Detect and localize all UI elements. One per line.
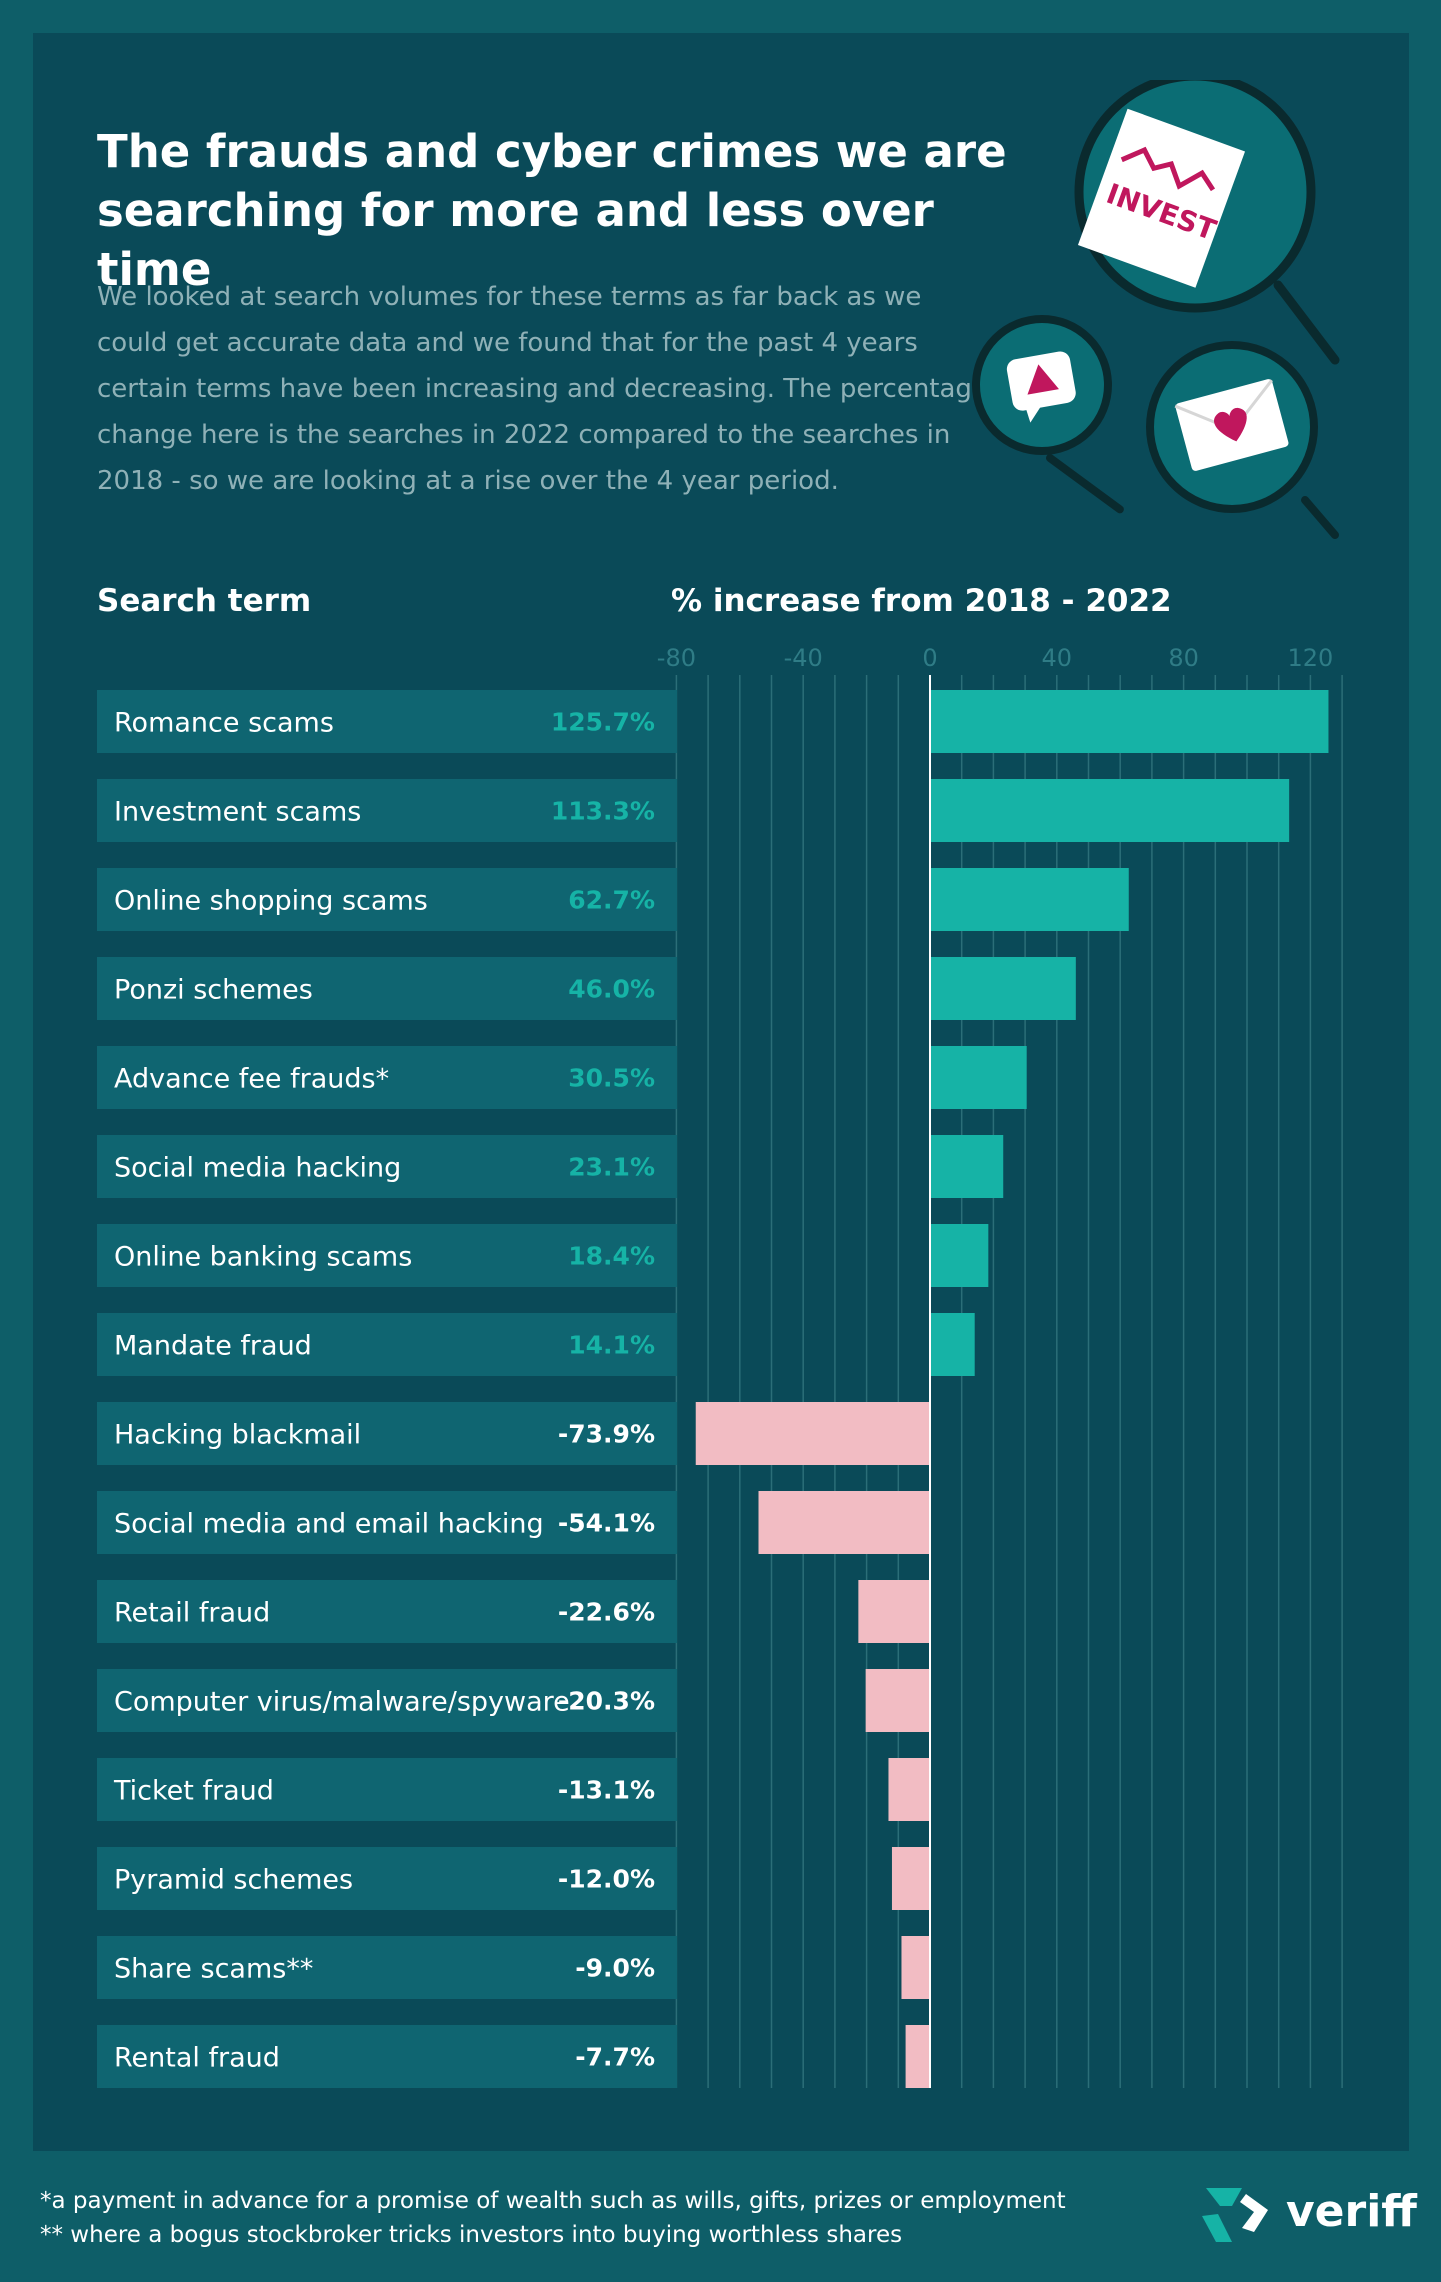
row-background bbox=[97, 1046, 677, 1109]
chart-bars bbox=[695, 690, 1329, 2088]
category-label: Online banking scams bbox=[114, 1242, 412, 1273]
page-title: The frauds and cyber crimes we are searc… bbox=[97, 125, 1007, 296]
percent-change-header: % increase from 2018 - 2022 bbox=[671, 583, 1172, 619]
x-axis-ticks: -80 -40 0 40 80 120 bbox=[657, 644, 1334, 672]
row-background bbox=[97, 1758, 677, 1821]
brand-logo: veriff bbox=[1198, 2184, 1418, 2244]
category-label: Advance fee frauds* bbox=[114, 1064, 389, 1095]
category-label: Ponzi schemes bbox=[114, 975, 313, 1006]
bar-positive bbox=[930, 1224, 989, 1287]
category-label: Computer virus/malware/spyware bbox=[114, 1687, 570, 1718]
row-background bbox=[97, 1224, 677, 1287]
category-label: Online shopping scams bbox=[114, 886, 428, 917]
category-label: Romance scams bbox=[114, 708, 334, 739]
bar-negative bbox=[695, 1402, 930, 1465]
bar-negative bbox=[865, 1669, 930, 1732]
value-label: 14.1% bbox=[568, 1331, 655, 1360]
value-label: 23.1% bbox=[568, 1153, 655, 1182]
footnotes: *a payment in advance for a promise of w… bbox=[40, 2184, 1066, 2252]
x-tick-label: -80 bbox=[657, 644, 696, 672]
value-label: -73.9% bbox=[558, 1420, 655, 1449]
category-label: Social media and email hacking bbox=[114, 1509, 544, 1540]
heart-envelope-icon bbox=[1174, 379, 1289, 471]
alert-chat-icon bbox=[1006, 351, 1076, 423]
value-label: -20.3% bbox=[558, 1687, 655, 1716]
category-label: Social media hacking bbox=[114, 1153, 401, 1184]
bar-positive bbox=[930, 690, 1329, 753]
bar-positive bbox=[930, 1135, 1004, 1198]
x-tick-label: 80 bbox=[1168, 644, 1199, 672]
value-label: 113.3% bbox=[551, 797, 655, 826]
row-background bbox=[97, 1313, 677, 1376]
bar-positive bbox=[930, 1313, 975, 1376]
bar-positive bbox=[930, 1046, 1027, 1109]
value-label: -7.7% bbox=[575, 2043, 655, 2072]
bar-positive bbox=[930, 868, 1129, 931]
row-background bbox=[97, 1402, 677, 1465]
search-term-header: Search term bbox=[97, 583, 312, 619]
category-label: Pyramid schemes bbox=[114, 1865, 353, 1896]
category-label: Ticket fraud bbox=[113, 1776, 274, 1807]
bar-negative bbox=[758, 1491, 930, 1554]
row-background bbox=[97, 690, 677, 753]
value-label: 125.7% bbox=[551, 708, 655, 737]
row-background bbox=[97, 779, 677, 842]
bar-negative bbox=[891, 1847, 930, 1910]
x-tick-label: 120 bbox=[1287, 644, 1333, 672]
row-background bbox=[97, 1580, 677, 1643]
value-label: -54.1% bbox=[558, 1509, 655, 1538]
bar-negative bbox=[858, 1580, 930, 1643]
row-background bbox=[97, 957, 677, 1020]
value-label: -22.6% bbox=[558, 1598, 655, 1627]
x-tick-label: 0 bbox=[922, 644, 937, 672]
x-tick-label: -40 bbox=[784, 644, 823, 672]
chart-rows: Romance scams 125.7% Investment scams 113.3… bbox=[97, 690, 677, 2088]
row-background bbox=[97, 1936, 677, 1999]
bar-positive bbox=[930, 957, 1076, 1020]
veriff-logo-icon bbox=[1202, 2188, 1268, 2242]
brand-name: veriff bbox=[1286, 2186, 1417, 2237]
invest-document-icon: INVEST bbox=[1077, 108, 1246, 288]
value-label: 18.4% bbox=[568, 1242, 655, 1271]
value-label: -12.0% bbox=[558, 1865, 655, 1894]
bar-negative bbox=[905, 2025, 930, 2088]
row-background bbox=[97, 1847, 677, 1910]
category-label: Retail fraud bbox=[114, 1598, 270, 1629]
bar-negative bbox=[888, 1758, 930, 1821]
intro-paragraph: We looked at search volumes for these te… bbox=[97, 282, 988, 496]
magnifier-illustration: INVEST bbox=[972, 80, 1340, 539]
row-background bbox=[97, 1669, 677, 1732]
value-label: 62.7% bbox=[568, 886, 655, 915]
category-label: Share scams** bbox=[114, 1954, 313, 1985]
value-label: -9.0% bbox=[575, 1954, 655, 1983]
row-background bbox=[97, 1135, 677, 1198]
bar-negative bbox=[901, 1936, 930, 1999]
row-background bbox=[97, 868, 677, 931]
row-background bbox=[97, 1491, 677, 1554]
category-label: Investment scams bbox=[114, 797, 361, 828]
bar-positive bbox=[930, 779, 1290, 842]
category-label: Mandate fraud bbox=[114, 1331, 312, 1362]
row-background bbox=[97, 2025, 677, 2088]
value-label: -13.1% bbox=[558, 1776, 655, 1805]
x-tick-label: 40 bbox=[1042, 644, 1073, 672]
footnote-1: *a payment in advance for a promise of w… bbox=[40, 2188, 1066, 2214]
grid-lines bbox=[675, 675, 1343, 2088]
category-label: Rental fraud bbox=[114, 2043, 280, 2074]
value-label: 30.5% bbox=[568, 1064, 655, 1093]
footnote-2: ** where a bogus stockbroker tricks inve… bbox=[40, 2222, 903, 2248]
category-label: Hacking blackmail bbox=[114, 1420, 361, 1451]
value-label: 46.0% bbox=[568, 975, 655, 1004]
